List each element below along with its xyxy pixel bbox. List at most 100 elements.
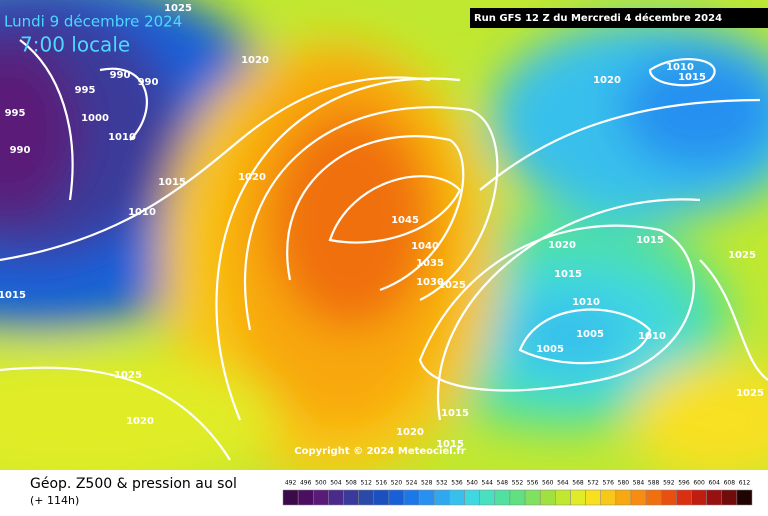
isobar-label: 1000 <box>81 113 109 124</box>
isobar-label: 1025 <box>728 250 756 261</box>
lead-time: (+ 114h) <box>30 494 79 507</box>
scale-label: 548 <box>497 480 509 487</box>
isobar-label: 1010 <box>128 207 156 218</box>
isobar-label: 1015 <box>436 439 464 450</box>
scale-label: 560 <box>542 480 554 487</box>
isobar-label: 1025 <box>114 370 142 381</box>
isobar-label: 1025 <box>736 388 764 399</box>
isobar-label: 1010 <box>638 331 666 342</box>
isobar-label: 1015 <box>678 72 706 83</box>
isobar-label: 1020 <box>241 55 269 66</box>
scale-swatch <box>509 489 526 506</box>
scale-label: 604 <box>708 480 720 487</box>
scale-label: 496 <box>300 480 312 487</box>
scale-swatch <box>479 489 496 506</box>
scale-label: 520 <box>391 480 403 487</box>
scale-label: 492 <box>285 480 297 487</box>
scale-label: 528 <box>421 480 433 487</box>
scale-swatch <box>388 489 405 506</box>
scale-label: 564 <box>557 480 569 487</box>
scale-swatch <box>645 489 662 506</box>
scale-label: 552 <box>512 480 524 487</box>
scale-swatch <box>539 489 556 506</box>
date: Lundi 9 décembre 2024 <box>4 13 182 31</box>
isobar-label: 1015 <box>554 269 582 280</box>
scale-label: 536 <box>451 480 463 487</box>
isobars <box>0 39 768 461</box>
scale-swatch <box>464 489 480 506</box>
isobar-label: 1030 <box>416 277 444 288</box>
scale-swatch <box>706 489 722 506</box>
scale-label: 580 <box>618 480 630 487</box>
scale-swatch <box>403 489 420 506</box>
isobar-label: 1015 <box>636 235 664 246</box>
scale-label: 544 <box>482 480 494 487</box>
scale-swatch <box>434 489 450 506</box>
scale-label: 532 <box>436 480 448 487</box>
scale-swatch <box>494 489 511 506</box>
scale-label: 600 <box>693 480 705 487</box>
isobar-label: 1045 <box>391 215 419 226</box>
scale-swatch <box>418 489 435 506</box>
scale-label: 516 <box>376 480 388 487</box>
isobar-label: 1025 <box>438 280 466 291</box>
scale-label: 540 <box>466 480 478 487</box>
scale-swatch <box>328 489 344 506</box>
isobar-label: 1040 <box>411 241 439 252</box>
scale-swatch <box>343 489 359 506</box>
isobar-label: 1020 <box>238 172 266 183</box>
isobar-label: 1010 <box>572 297 600 308</box>
scale-label: 500 <box>315 480 327 487</box>
isobar-label: 1025 <box>164 3 192 14</box>
scale-label: 572 <box>587 480 599 487</box>
scale-swatch <box>524 489 541 506</box>
scale-label: 584 <box>633 480 645 487</box>
isobar-label: 990 <box>110 70 131 81</box>
isobar-label: 1015 <box>0 290 26 301</box>
scale-swatch <box>449 489 465 506</box>
scale-swatch <box>676 489 692 506</box>
scale-swatch <box>585 489 601 506</box>
scale-swatch <box>660 489 677 506</box>
isobar-label: 1035 <box>416 258 444 269</box>
scale-label: 596 <box>678 480 690 487</box>
scale-swatch <box>736 489 753 506</box>
scale-swatch <box>600 489 617 506</box>
isobar-label: 995 <box>5 108 26 119</box>
scale-swatch <box>570 489 586 506</box>
isobar-label: 1015 <box>441 408 469 419</box>
isobar-label: 1020 <box>548 240 576 251</box>
isobar-label: 1010 <box>666 62 694 73</box>
isobar-label: 1020 <box>593 75 621 86</box>
isobar-label: 990 <box>138 77 159 88</box>
isobar-label: 1005 <box>536 344 564 355</box>
scale-label: 576 <box>603 480 615 487</box>
scale-swatch <box>615 489 632 506</box>
scale-label: 608 <box>724 480 736 487</box>
scale-swatch <box>630 489 647 506</box>
isobar-label: 1015 <box>158 177 186 188</box>
scale-label: 508 <box>345 480 357 487</box>
isobar-label: 1010 <box>108 132 136 143</box>
scale-label: 568 <box>572 480 584 487</box>
scale-label: 592 <box>663 480 675 487</box>
isobar-label: 1020 <box>396 427 424 438</box>
footer-title: Géop. Z500 & pression au sol <box>30 476 237 492</box>
scale-label: 504 <box>330 480 342 487</box>
scale-label: 556 <box>527 480 539 487</box>
scale-swatch <box>358 489 375 506</box>
run-info: Run GFS 12 Z du Mercredi 4 décembre 2024 <box>474 12 722 24</box>
scale-swatch <box>282 489 299 506</box>
scale-swatch <box>297 489 314 506</box>
color-scale: 492 496 500 504 508 512 516 520 524 528 532 536 540 5… <box>282 480 753 506</box>
isobar-label: 1020 <box>126 416 154 427</box>
scale-label: 588 <box>648 480 660 487</box>
scale-swatch <box>691 489 707 506</box>
scale-label: 524 <box>406 480 418 487</box>
scale-swatch <box>555 489 571 506</box>
scale-swatch <box>313 489 329 506</box>
